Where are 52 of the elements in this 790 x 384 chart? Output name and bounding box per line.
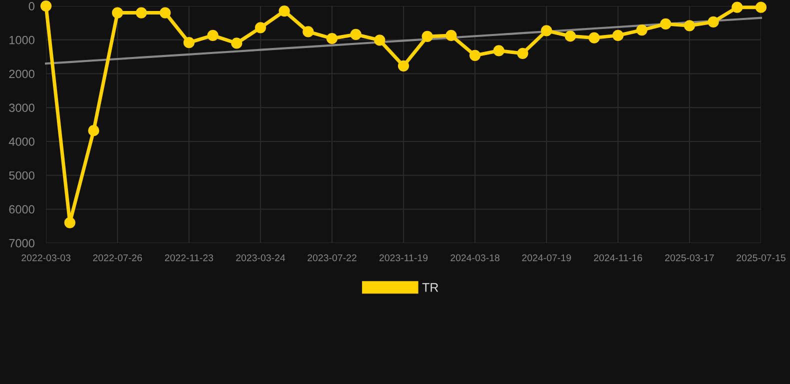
y-tick-label: 5000	[9, 171, 34, 180]
point	[493, 45, 504, 56]
y-tick-label: 4000	[8, 137, 34, 146]
x-tick-label: 2022-07-26	[93, 254, 142, 262]
point	[564, 30, 576, 42]
point	[398, 60, 410, 72]
point	[446, 30, 457, 42]
point	[278, 6, 290, 17]
point	[517, 48, 528, 59]
point	[708, 16, 719, 28]
x-tick-label: 2023-11-19	[379, 254, 428, 262]
point	[350, 28, 362, 40]
point	[374, 34, 386, 46]
y-tick-label: 3000	[9, 104, 34, 112]
x-tick-label: 2023-07-22	[308, 254, 356, 262]
point	[88, 125, 100, 136]
point	[231, 38, 242, 49]
x-tick-label: 2025-03-17	[665, 254, 714, 262]
point	[660, 18, 672, 30]
point	[636, 24, 648, 36]
y-tick-label: 0	[28, 2, 34, 10]
y-tick-label: 1000	[10, 36, 34, 44]
x-tick-label: 2022-11-23	[164, 254, 214, 262]
point	[732, 2, 743, 13]
point	[64, 217, 76, 228]
legend-label: TR	[422, 283, 438, 292]
line-series	[44, 16, 762, 65]
point	[540, 25, 552, 36]
point	[469, 50, 481, 61]
point	[254, 22, 266, 34]
x-tick-label: 2024-07-19	[522, 254, 571, 262]
point	[612, 30, 624, 42]
point	[302, 26, 314, 38]
point	[160, 7, 171, 18]
x-tick-label: 2022-03-03	[22, 254, 70, 262]
point	[422, 30, 433, 42]
point	[40, 0, 52, 12]
y-tick-label: 7000	[9, 239, 34, 248]
x-tick-label: 2024-03-18	[450, 254, 500, 262]
x-tick-label: 2024-11-16	[594, 254, 642, 262]
point	[183, 37, 195, 48]
x-tick-label: 2025-07-15	[736, 254, 786, 262]
y-tick-label: 6000	[9, 205, 34, 214]
point	[755, 2, 767, 13]
x-tick-label: 2023-03-24	[236, 254, 286, 262]
point	[136, 7, 147, 18]
point	[684, 20, 696, 32]
point	[112, 7, 124, 18]
point	[207, 30, 218, 42]
point	[588, 32, 600, 44]
point	[326, 32, 338, 44]
y-tick-label: 2000	[9, 70, 34, 78]
